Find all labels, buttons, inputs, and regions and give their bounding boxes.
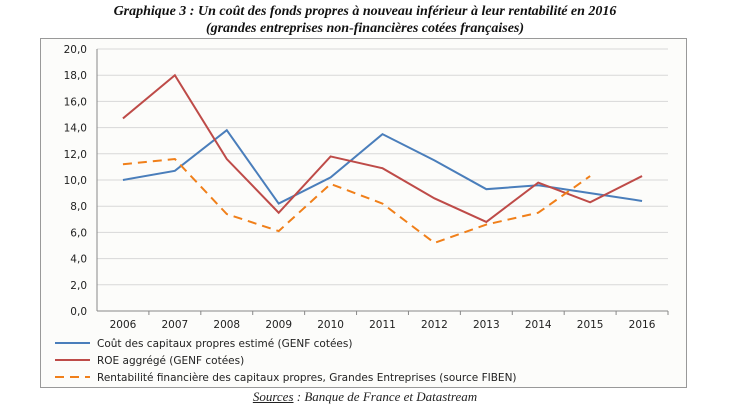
x-tick-label: 2011 bbox=[369, 319, 396, 331]
y-tick-label: 12,0 bbox=[64, 149, 87, 161]
x-tick-label: 2006 bbox=[110, 319, 137, 331]
chart-subtitle: (grandes entreprises non-financières cot… bbox=[205, 21, 525, 36]
legend-label: Coût des capitaux propres estimé (GENF c… bbox=[97, 338, 352, 350]
sources: Sources : Banque de France et Datastream bbox=[0, 389, 730, 405]
series-line-2 bbox=[122, 157, 591, 245]
series-line-1 bbox=[122, 73, 643, 224]
legend-label: ROE aggrégé (GENF cotées) bbox=[97, 355, 244, 367]
y-tick-label: 20,0 bbox=[64, 44, 87, 56]
x-tick-label: 2013 bbox=[473, 319, 500, 331]
y-tick-label: 14,0 bbox=[64, 123, 87, 135]
y-tick-label: 18,0 bbox=[64, 70, 87, 82]
y-tick-label: 4,0 bbox=[70, 254, 87, 266]
y-tick-label: 2,0 bbox=[70, 280, 87, 292]
y-tick-label: 0,0 bbox=[70, 306, 87, 318]
chart-title: Graphique 3 : Un coût des fonds propres … bbox=[113, 4, 617, 19]
x-tick-label: 2012 bbox=[421, 319, 448, 331]
sources-label: Sources bbox=[252, 389, 294, 404]
x-tick-label: 2016 bbox=[629, 319, 656, 331]
sources-text: : Banque de France et Datastream bbox=[293, 389, 478, 404]
y-tick-label: 8,0 bbox=[70, 201, 87, 213]
x-tick-label: 2009 bbox=[265, 319, 292, 331]
x-tick-label: 2014 bbox=[525, 319, 552, 331]
x-tick-label: 2008 bbox=[213, 319, 240, 331]
legend-label: Rentabilité financière des capitaux prop… bbox=[97, 372, 517, 384]
x-tick-label: 2015 bbox=[577, 319, 604, 331]
x-tick-label: 2010 bbox=[317, 319, 344, 331]
y-tick-label: 6,0 bbox=[70, 227, 87, 239]
x-tick-label: 2007 bbox=[161, 319, 188, 331]
chart-frame bbox=[40, 38, 687, 388]
y-tick-label: 10,0 bbox=[64, 175, 87, 187]
y-tick-label: 16,0 bbox=[64, 96, 87, 108]
